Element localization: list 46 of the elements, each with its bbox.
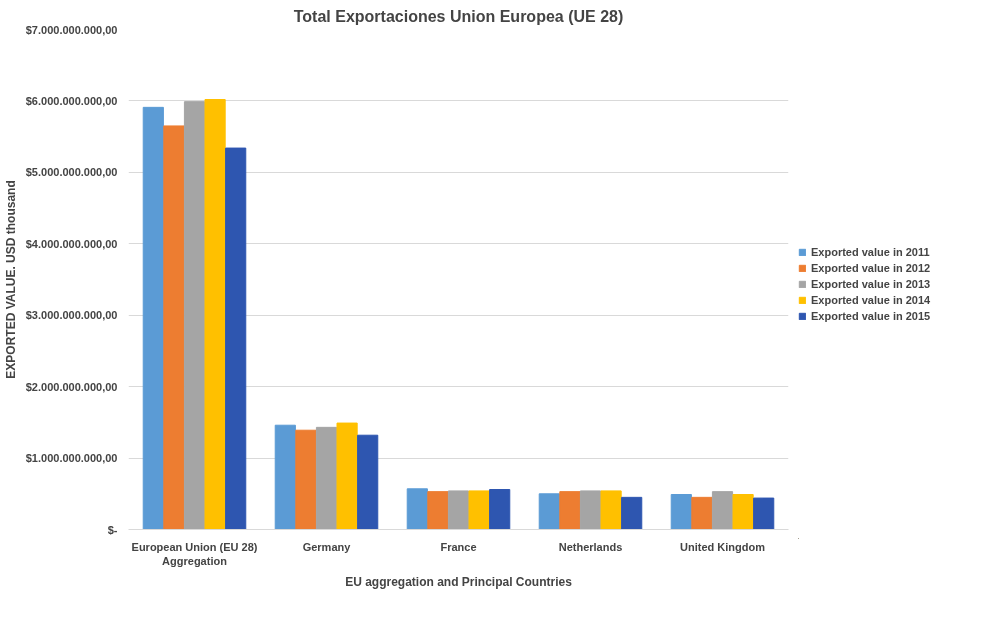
legend-label: Exported value in 2013 xyxy=(811,277,931,290)
bar xyxy=(538,493,560,530)
legend-label: Exported value in 2014 xyxy=(811,293,931,306)
bar xyxy=(336,422,358,530)
bar xyxy=(295,429,317,530)
bar xyxy=(621,496,643,530)
y-tick-label: $5.000.000.000,00 xyxy=(25,166,118,179)
bar xyxy=(468,490,490,530)
bar xyxy=(225,147,247,530)
bar xyxy=(406,488,428,530)
x-tick-label: European Union (EU 28) Aggregation xyxy=(131,540,258,567)
y-tick-label: $1.000.000.000,00 xyxy=(25,452,118,465)
y-tick-label: $7.000.000.000,00 xyxy=(25,23,118,36)
bar xyxy=(315,426,338,530)
y-tick-label: $- xyxy=(107,523,118,536)
bar xyxy=(579,490,602,530)
bar xyxy=(163,125,185,530)
bar xyxy=(559,491,581,530)
bar xyxy=(691,496,713,530)
bar xyxy=(183,101,206,530)
legend-label: Exported value in 2015 xyxy=(811,309,931,322)
bar xyxy=(447,490,470,530)
bar xyxy=(711,491,734,530)
bar xyxy=(427,491,449,530)
x-tick-label: France xyxy=(440,540,477,553)
y-tick-label: $4.000.000.000,00 xyxy=(25,237,118,250)
bar xyxy=(600,490,622,530)
x-tick-label: Germany xyxy=(302,540,352,553)
bar xyxy=(732,494,754,530)
bar xyxy=(670,494,692,530)
chart-title: Total Exportaciones Union Europea (UE 28) xyxy=(293,7,624,25)
y-axis-title: EXPORTED VALUE. USD thousand xyxy=(3,180,18,379)
x-axis-title: EU aggregation and Principal Countries xyxy=(345,574,573,589)
bar xyxy=(753,497,775,530)
bar xyxy=(489,489,511,530)
y-tick-label: $2.000.000.000,00 xyxy=(25,380,118,393)
legend-label: Exported value in 2012 xyxy=(811,261,931,274)
bar xyxy=(142,106,164,530)
bar xyxy=(357,434,379,530)
bar xyxy=(274,424,296,530)
x-tick-label: United Kingdom xyxy=(680,540,766,553)
y-tick-label: $6.000.000.000,00 xyxy=(25,94,118,107)
x-tick-label: Netherlands xyxy=(558,540,623,553)
bar xyxy=(204,99,226,530)
legend-label: Exported value in 2011 xyxy=(811,245,930,258)
y-tick-label: $3.000.000.000,00 xyxy=(25,309,118,322)
